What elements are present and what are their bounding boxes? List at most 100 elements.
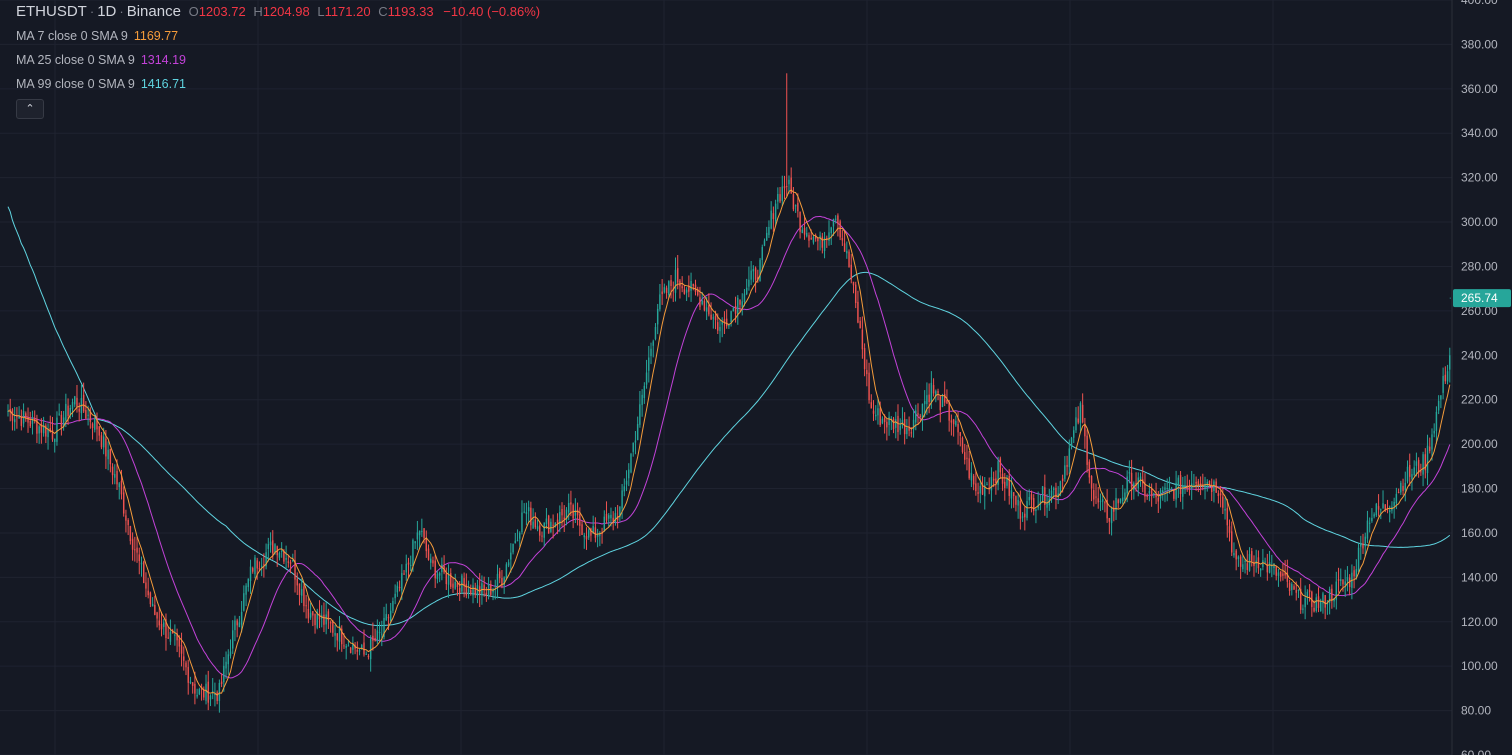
- candle-body: [1297, 589, 1300, 591]
- candle-body: [178, 638, 181, 647]
- candle-body: [879, 408, 881, 426]
- candle-body: [977, 492, 979, 494]
- last-price-badge[interactable]: [1453, 289, 1511, 308]
- candle-body: [510, 552, 512, 560]
- indicator-row-ma25[interactable]: MA 25 close 0 SMA 9 1314.19: [16, 48, 540, 72]
- candle-body: [1384, 504, 1386, 511]
- candle-body: [928, 394, 930, 403]
- candle-body: [176, 633, 178, 641]
- candle-body: [701, 300, 703, 305]
- candle-body: [1193, 484, 1195, 486]
- candle-body: [703, 300, 706, 311]
- candle-body: [616, 515, 619, 521]
- price-tick-label: 300.00: [1461, 215, 1498, 229]
- price-axis[interactable]: 60.00 80.00 100.00 120.00 140.00 160.00 180.00…: [1449, 0, 1512, 755]
- candle-body: [567, 503, 570, 513]
- indicator-row-ma99[interactable]: MA 99 close 0 SMA 9 1416.71: [16, 72, 540, 96]
- candle-body: [156, 612, 158, 619]
- candle-body: [828, 232, 830, 241]
- candle-body: [394, 593, 396, 599]
- candle-body: [765, 232, 768, 241]
- candle-body: [227, 654, 229, 665]
- candle-body: [997, 461, 999, 485]
- candle-body: [777, 193, 779, 202]
- candle-body: [592, 526, 594, 534]
- candle-body: [990, 477, 993, 491]
- candle-body: [1331, 588, 1333, 601]
- candle-body: [1032, 498, 1035, 512]
- candle-body: [725, 318, 728, 327]
- candle-body: [1179, 475, 1182, 495]
- candle-body: [40, 423, 43, 433]
- candle-body: [1184, 485, 1186, 489]
- candle-body: [1010, 490, 1013, 499]
- candle-body: [1199, 483, 1202, 486]
- candle-body: [1282, 573, 1284, 576]
- candle-body: [986, 484, 988, 486]
- candle-body: [852, 281, 855, 286]
- ma25-value: 1314.19: [140, 53, 186, 67]
- candle-body: [806, 232, 808, 237]
- symbol-name[interactable]: ETHUSDT: [16, 3, 87, 20]
- candle-body: [33, 417, 36, 421]
- candle-body: [1197, 481, 1200, 485]
- candle-body: [948, 402, 950, 421]
- interval[interactable]: 1D: [97, 3, 117, 20]
- candle-body: [1295, 590, 1297, 593]
- candle-body: [163, 622, 165, 627]
- candle-body: [763, 240, 766, 246]
- chart-legend: ETHUSDT · 1D · Binance O1203.72 H1204.98 L11…: [16, 0, 540, 120]
- candle-body: [752, 268, 755, 272]
- candle-body: [1266, 564, 1269, 573]
- candle-body: [1397, 492, 1400, 494]
- candle-body: [312, 611, 314, 616]
- candle-body: [823, 237, 826, 252]
- collapse-row: ⌃: [16, 96, 540, 120]
- candle-body: [1231, 531, 1233, 553]
- candle-body: [730, 311, 732, 323]
- candle-body: [67, 405, 69, 416]
- candle-body: [1219, 493, 1222, 496]
- chevron-up-icon[interactable]: ⌃: [16, 99, 44, 119]
- candle-body: [236, 620, 238, 626]
- candle-body: [661, 291, 663, 295]
- candle-body: [525, 511, 528, 515]
- price-tick-label: 140.00: [1461, 570, 1498, 584]
- candle-body: [590, 528, 592, 536]
- candle-body: [541, 535, 543, 537]
- candle-body: [1388, 510, 1391, 513]
- candle-body: [378, 632, 381, 634]
- candle-body: [841, 238, 844, 241]
- candle-body: [952, 419, 955, 425]
- candle-body: [507, 562, 510, 566]
- candle-body: [594, 527, 597, 538]
- indicator-row-ma7[interactable]: MA 7 close 0 SMA 9 1169.77: [16, 24, 540, 48]
- candle-body: [817, 237, 819, 242]
- candle-body: [943, 393, 946, 403]
- close-value: 1193.33: [387, 4, 434, 19]
- candle-body: [926, 395, 928, 405]
- candle-body: [25, 413, 27, 418]
- candle-body: [1095, 496, 1097, 498]
- candle-body: [314, 613, 316, 626]
- candle-body: [1117, 499, 1119, 504]
- ma7-title: MA 7 close 0 SMA 9: [16, 29, 128, 43]
- candle-body: [1186, 485, 1188, 487]
- candle-body: [603, 516, 606, 531]
- candle-body: [58, 413, 60, 415]
- candle-body: [1333, 598, 1335, 602]
- candle-body: [165, 619, 167, 639]
- candle-body: [650, 348, 652, 357]
- candle-body: [434, 560, 436, 579]
- candle-body: [1235, 550, 1237, 560]
- candle-body: [1404, 482, 1406, 491]
- price-tick-label: 60.00: [1461, 748, 1491, 755]
- candle-body: [903, 419, 906, 435]
- candle-body: [961, 437, 964, 453]
- candle-body: [648, 357, 650, 371]
- candle-body: [556, 519, 559, 524]
- candle-body: [697, 289, 699, 296]
- candle-body: [721, 321, 723, 325]
- candle-body: [1371, 517, 1373, 522]
